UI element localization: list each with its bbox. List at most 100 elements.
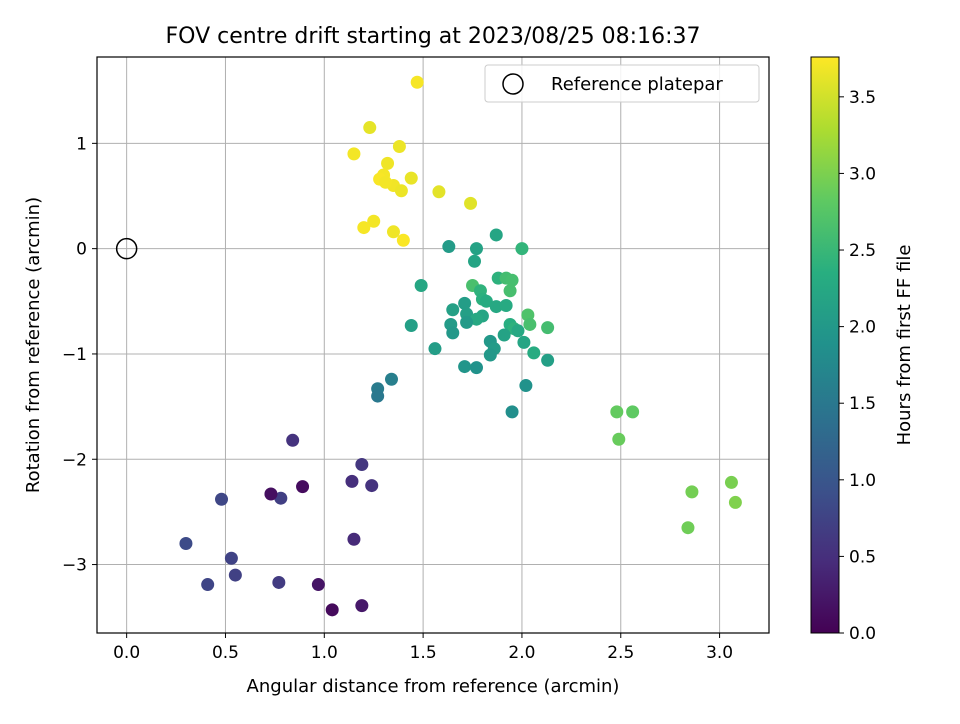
- data-point: [410, 75, 424, 89]
- data-point: [365, 479, 379, 493]
- legend-entry-label: Reference platepar: [551, 74, 723, 95]
- colorbar-tick-label: 2.0: [849, 318, 876, 338]
- data-point: [179, 536, 193, 550]
- data-point: [215, 492, 229, 506]
- data-point: [728, 495, 742, 509]
- data-point: [381, 156, 395, 170]
- data-point: [228, 568, 242, 582]
- data-point: [612, 432, 626, 446]
- data-point: [489, 228, 503, 242]
- data-point: [515, 242, 529, 256]
- data-point: [469, 242, 483, 256]
- legend-reference-marker: [502, 73, 524, 95]
- data-point: [483, 348, 497, 362]
- data-point: [541, 353, 555, 367]
- data-point: [272, 575, 286, 589]
- y-tick-label: −1: [62, 345, 87, 365]
- colorbar-tick-label: 0.5: [849, 547, 876, 567]
- reference-platepar-marker: [115, 237, 138, 260]
- data-point: [296, 480, 310, 494]
- data-point: [404, 171, 418, 185]
- data-points: [179, 75, 742, 617]
- data-point: [505, 273, 519, 287]
- data-point: [541, 321, 555, 335]
- data-point: [681, 521, 695, 535]
- data-point: [386, 225, 400, 239]
- x-tick-label: 1.0: [311, 643, 338, 663]
- y-tick-label: −3: [62, 556, 87, 576]
- data-point: [446, 303, 460, 317]
- data-point: [523, 317, 537, 331]
- colorbar-gradient: [810, 56, 840, 634]
- data-point: [464, 196, 478, 210]
- data-point: [345, 474, 359, 488]
- data-point: [610, 405, 624, 419]
- plot-frame: [96, 56, 770, 634]
- data-point: [517, 335, 531, 349]
- data-point: [446, 326, 460, 340]
- x-tick-label: 0.5: [212, 643, 239, 663]
- y-axis-label: Rotation from reference (arcmin): [23, 197, 44, 493]
- data-point: [685, 485, 699, 499]
- data-point: [468, 254, 482, 268]
- data-point: [489, 300, 503, 314]
- x-axis-ticks: 0.0 0.5 1.0 1.5 2.0 2.5 3.0: [113, 633, 733, 663]
- data-point: [432, 185, 446, 199]
- y-tick-label: 1: [76, 134, 87, 154]
- data-point: [355, 458, 369, 472]
- x-tick-label: 1.5: [410, 643, 437, 663]
- x-tick-label: 3.0: [706, 643, 733, 663]
- data-point: [224, 551, 238, 565]
- data-point: [367, 214, 381, 228]
- data-point: [311, 578, 325, 592]
- colorbar-ticks: 0.0 0.5 1.0 1.5 2.0 2.5 3.0 3.5: [839, 88, 876, 644]
- data-point: [201, 578, 215, 592]
- colorbar-tick-label: 3.0: [849, 164, 876, 184]
- data-point: [724, 475, 738, 489]
- colorbar-tick-label: 0.0: [849, 624, 876, 644]
- chart-title: FOV centre drift starting at 2023/08/25 …: [166, 24, 701, 49]
- data-point: [458, 360, 472, 374]
- data-point: [414, 279, 428, 293]
- data-point: [264, 487, 278, 501]
- data-point: [499, 299, 513, 313]
- data-point: [519, 379, 533, 393]
- colorbar-tick-label: 1.0: [849, 471, 876, 491]
- data-point: [497, 328, 511, 342]
- data-point: [384, 372, 398, 386]
- data-point: [469, 361, 483, 375]
- colorbar-tick-label: 3.5: [849, 88, 876, 108]
- data-point: [274, 491, 288, 505]
- y-tick-label: −2: [62, 450, 87, 470]
- data-point: [355, 599, 369, 613]
- colorbar-label: Hours from first FF file: [894, 245, 915, 446]
- data-point: [442, 240, 456, 254]
- data-point: [404, 319, 418, 333]
- data-point: [458, 296, 472, 310]
- data-point: [371, 389, 385, 403]
- x-tick-label: 2.5: [607, 643, 634, 663]
- legend-box: [484, 64, 760, 103]
- x-tick-label: 0.0: [113, 643, 140, 663]
- data-point: [479, 294, 493, 308]
- data-point: [511, 324, 525, 338]
- colorbar-tick-label: 1.5: [849, 394, 876, 414]
- data-point: [363, 121, 377, 135]
- data-point: [325, 603, 339, 617]
- data-point: [379, 175, 393, 189]
- data-point: [460, 315, 474, 329]
- colorbar-tick-label: 2.5: [849, 241, 876, 261]
- data-point: [347, 532, 361, 546]
- x-axis-label: Angular distance from reference (arcmin): [247, 676, 620, 697]
- data-point: [469, 312, 483, 326]
- data-point: [286, 433, 300, 447]
- data-point: [347, 147, 361, 161]
- data-point: [394, 184, 408, 198]
- y-tick-label: 0: [76, 240, 87, 260]
- data-point: [505, 405, 519, 419]
- data-point: [527, 346, 541, 360]
- data-point: [357, 221, 371, 235]
- data-point: [626, 405, 640, 419]
